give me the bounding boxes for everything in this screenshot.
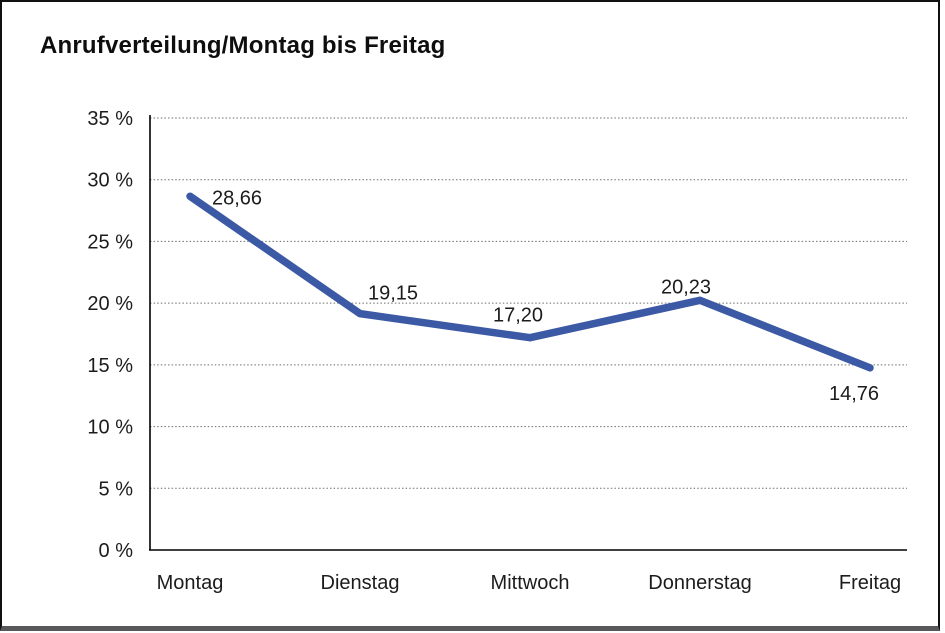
y-axis-tick-label: 10 % [87,417,133,439]
data-point-label: 19,15 [368,283,418,305]
y-axis-tick-label: 15 % [87,355,133,377]
x-axis-category-label: Freitag [839,572,901,594]
chart-title: Anrufverteilung/Montag bis Freitag [40,32,446,59]
data-point-label: 20,23 [661,276,711,298]
data-point-label: 28,66 [212,187,262,209]
y-axis-tick-label: 25 % [87,231,133,253]
data-point-label: 14,76 [829,383,879,405]
x-axis-category-label: Mittwoch [491,572,570,594]
data-line [186,192,874,372]
y-axis-tick-label: 35 % [87,108,133,130]
y-axis-tick-label: 30 % [87,170,133,192]
x-axis-category-label: Dienstag [321,572,400,594]
x-axis-category-label: Donnerstag [648,572,751,594]
y-axis-tick-label: 20 % [87,293,133,315]
y-axis-tick-label: 5 % [99,478,134,500]
data-point-label: 17,20 [493,305,543,327]
y-axis-tick-label: 0 % [99,540,134,562]
x-axis-category-label: Montag [157,572,224,594]
